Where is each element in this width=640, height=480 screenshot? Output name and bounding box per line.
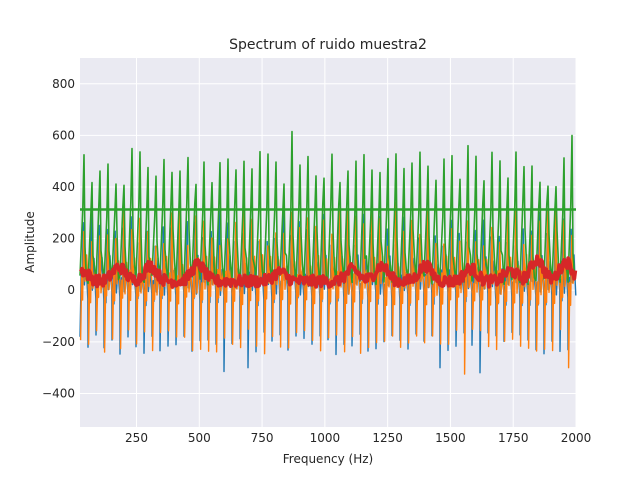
y-tick-label: −200 — [42, 335, 75, 349]
y-tick-label: −400 — [42, 386, 75, 400]
x-tick-label: 1250 — [372, 431, 403, 445]
x-tick-label: 1500 — [435, 431, 466, 445]
x-axis-ticks: 250 500 750 1000 1250 1500 1750 2000 — [125, 431, 591, 445]
x-tick-label: 750 — [251, 431, 274, 445]
y-tick-label: 800 — [52, 77, 75, 91]
y-tick-label: 200 — [52, 232, 75, 246]
chart-title: Spectrum of ruido muestra2 — [229, 37, 427, 53]
x-tick-label: 2000 — [561, 431, 592, 445]
y-tick-label: 0 — [67, 283, 75, 297]
x-axis-label: Frequency (Hz) — [283, 452, 374, 466]
y-tick-label: 600 — [52, 128, 75, 142]
series-line-orange — [79, 201, 576, 375]
x-tick-label: 1750 — [498, 431, 529, 445]
y-axis-label: Amplitude — [23, 211, 37, 273]
y-tick-label: 400 — [52, 180, 75, 194]
y-axis-ticks: −400 −200 0 200 400 600 800 — [42, 77, 75, 401]
series-line-red — [79, 254, 578, 289]
x-tick-label: 1000 — [310, 431, 341, 445]
x-tick-label: 500 — [188, 431, 211, 445]
series-layer — [79, 130, 578, 375]
x-tick-label: 250 — [125, 431, 148, 445]
